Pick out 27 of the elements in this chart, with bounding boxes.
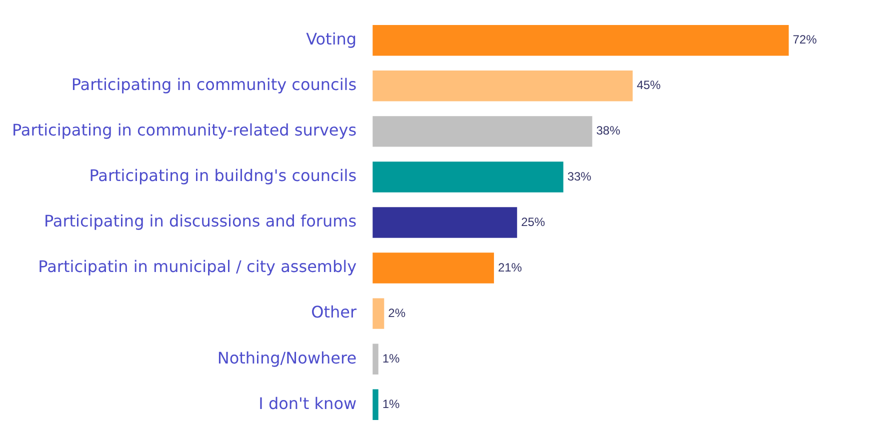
bar: [372, 25, 789, 56]
bar: [372, 344, 378, 374]
y-tick-label: Participating in community-related surveys: [12, 120, 357, 140]
y-tick-label: Participating in buildng's councils: [89, 166, 357, 186]
y-tick-label: Participatin in municipal / city assembly: [38, 257, 357, 276]
bar: [372, 207, 518, 238]
y-tick-label: Voting: [306, 30, 357, 49]
data-label: 45%: [636, 78, 662, 92]
data-label: 2%: [388, 306, 406, 320]
y-tick-label: Nothing/Nowhere: [217, 348, 357, 368]
data-label: 21%: [498, 260, 522, 274]
bar: [372, 162, 564, 192]
data-label: 1%: [382, 351, 400, 366]
bar: [372, 252, 494, 284]
data-label: 25%: [521, 214, 546, 229]
data-label: 33%: [567, 169, 592, 184]
bar: [372, 298, 384, 329]
y-tick-label: Participating in community councils: [71, 75, 357, 94]
data-label: 1%: [382, 396, 400, 411]
bar: [372, 389, 378, 420]
bar: [372, 116, 592, 147]
y-tick-label: Participating in discussions and forums: [44, 212, 357, 231]
y-tick-label: Other: [311, 302, 357, 322]
bar: [372, 70, 633, 102]
y-tick-label: I don't know: [258, 394, 357, 413]
data-label: 38%: [596, 124, 621, 138]
data-label: 72%: [792, 32, 818, 47]
